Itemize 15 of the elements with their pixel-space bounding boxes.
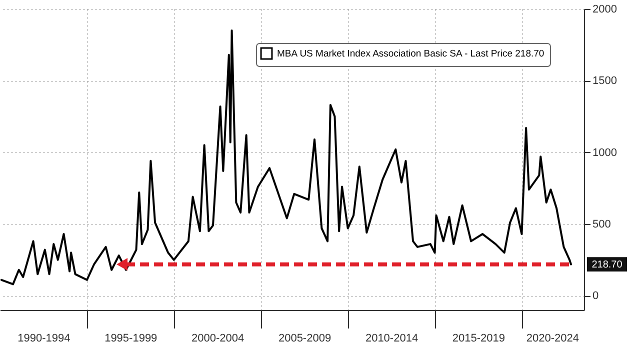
y-tick-label: 1500	[592, 75, 617, 88]
x-tick-label: 1995-1999	[104, 332, 158, 344]
x-tick-label: 2010-2014	[365, 332, 418, 344]
x-tick-label: 2005-2009	[278, 332, 332, 344]
annotation: 218.70	[592, 259, 623, 270]
x-tick-label: 2015-2019	[452, 332, 506, 344]
y-tick-label: 0	[592, 290, 599, 302]
x-tick-label: 2000-2004	[192, 332, 244, 344]
y-tick-label: 500	[592, 218, 611, 230]
x-tick-label: 1990-1994	[18, 332, 70, 344]
x-tick-label: 2020-2024	[526, 332, 579, 344]
y-tick-label: 2000	[592, 4, 617, 16]
line-series	[0, 30, 572, 286]
y-tick-label: 1000	[592, 146, 617, 159]
legend-label: MBA US Market Index Association Basic SA - Last Price 218.70	[277, 48, 544, 60]
